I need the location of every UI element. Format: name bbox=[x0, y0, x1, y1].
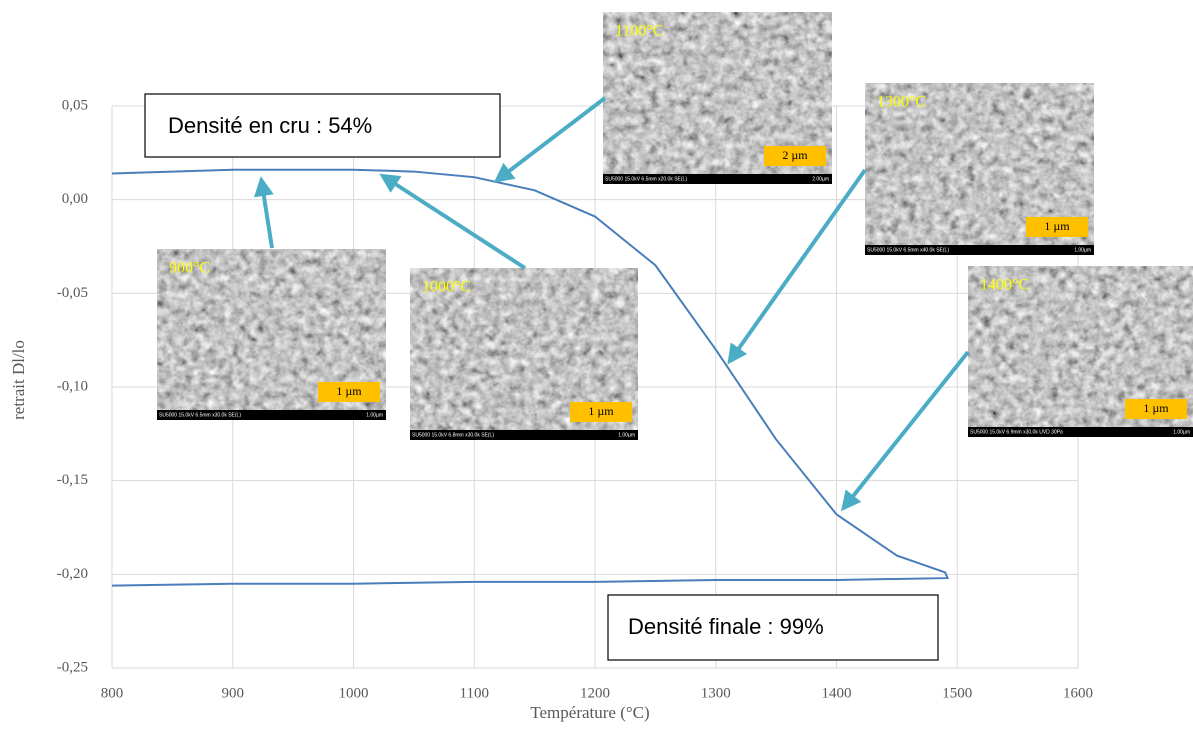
sem-footer-bar bbox=[603, 174, 832, 184]
sem-footer-bar bbox=[865, 245, 1094, 255]
y-tick-label: 0,05 bbox=[62, 97, 88, 113]
temperature-label: 1000°C bbox=[422, 279, 471, 296]
y-axis-title: retrait Dl/lo bbox=[9, 340, 28, 420]
arrow bbox=[727, 168, 867, 365]
x-tick-label: 1400 bbox=[822, 685, 852, 701]
x-tick-label: 1000 bbox=[339, 685, 369, 701]
x-axis-title: Température (°C) bbox=[530, 703, 649, 722]
scale-bar bbox=[1026, 217, 1088, 237]
y-tick-label: -0,20 bbox=[57, 566, 88, 582]
sem-footer: SU5000 15.0kV 6.8mm x30.0k SE(L) bbox=[412, 432, 494, 438]
y-tick-label: -0,15 bbox=[57, 472, 88, 488]
sem-footer-bar bbox=[968, 427, 1193, 437]
y-tick-label: -0,25 bbox=[57, 659, 88, 675]
sem-footer: SU5000 15.0kV 6.5mm x20.0k SE(L) bbox=[605, 176, 687, 182]
x-tick-label: 1500 bbox=[942, 685, 972, 701]
arrow bbox=[253, 176, 274, 249]
scale-label: 1 µm bbox=[588, 404, 614, 418]
arrow bbox=[493, 96, 607, 183]
plot bbox=[111, 168, 950, 587]
sem-footer-bar bbox=[157, 410, 386, 420]
x-tick-label: 800 bbox=[101, 685, 124, 701]
sem-footer-scale: 2.00µm bbox=[812, 176, 829, 182]
scale-bar bbox=[764, 146, 826, 166]
y-tick-label: -0,05 bbox=[57, 285, 88, 301]
y-tick-label: -0,10 bbox=[57, 378, 88, 394]
sem-footer-scale: 1.00µm bbox=[1173, 429, 1190, 435]
sem-footer-bar bbox=[410, 430, 638, 440]
sem-footer: SU5000 15.0kV 6.9mm x30.0k UVD 30Pa bbox=[970, 429, 1063, 435]
temperature-label: 1300°C bbox=[877, 94, 926, 111]
temperature-label: 1100°C bbox=[615, 23, 663, 40]
annotation-box bbox=[144, 93, 501, 158]
scale-bar bbox=[1125, 399, 1187, 419]
scale-label: 2 µm bbox=[782, 148, 808, 162]
y-tick-label: 0,00 bbox=[62, 191, 88, 207]
temperature-label: 900°C bbox=[169, 260, 210, 277]
sem-footer-scale: 1.00µm bbox=[1074, 247, 1091, 253]
sem-footer-scale: 1.00µm bbox=[618, 432, 635, 438]
scale-bar bbox=[570, 402, 632, 422]
annotation: Densité finale : 99% bbox=[628, 614, 824, 639]
sem-footer: SU5000 15.0kV 6.5mm x40.0k SE(L) bbox=[867, 247, 949, 253]
x-tick-label: 1300 bbox=[701, 685, 731, 701]
arrows bbox=[253, 96, 970, 512]
x-tick-label: 1600 bbox=[1063, 685, 1093, 701]
arrow bbox=[379, 173, 527, 270]
arrow bbox=[841, 350, 970, 512]
annotation-box bbox=[607, 594, 939, 661]
temperature-label: 1400°C bbox=[980, 277, 1029, 294]
x-tick-label: 900 bbox=[222, 685, 245, 701]
sem-images: SU5000 15.0kV 6.5mm x30.0k SE(L) 1.00µm 90… bbox=[157, 12, 1193, 440]
data-line bbox=[111, 168, 950, 587]
annotation: Densité en cru : 54% bbox=[168, 113, 372, 138]
sem-footer: SU5000 15.0kV 6.5mm x30.0k SE(L) bbox=[159, 412, 241, 418]
scale-bar bbox=[318, 382, 380, 402]
x-tick-label: 1200 bbox=[580, 685, 610, 701]
x-tick-label: 1100 bbox=[460, 685, 489, 701]
sem-footer-scale: 1.00µm bbox=[366, 412, 383, 418]
scale-label: 1 µm bbox=[1044, 219, 1070, 233]
scale-label: 1 µm bbox=[336, 384, 362, 398]
scale-label: 1 µm bbox=[1143, 401, 1169, 415]
